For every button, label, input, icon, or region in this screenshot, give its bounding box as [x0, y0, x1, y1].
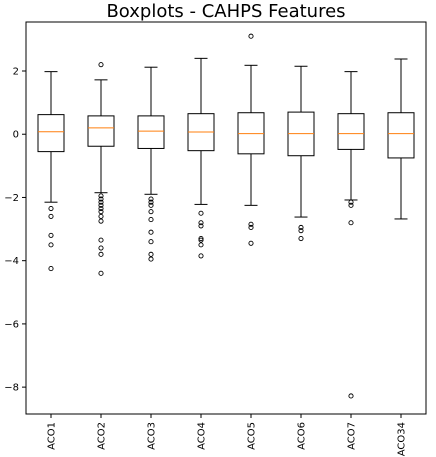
outlier-point [149, 257, 153, 261]
outlier-point [249, 34, 253, 38]
outlier-point [299, 236, 303, 240]
y-tick-label: 2 [13, 67, 19, 78]
outlier-point [149, 240, 153, 244]
x-tick-label: ACO5 [247, 422, 258, 450]
outlier-point [49, 206, 53, 210]
outlier-point [49, 214, 53, 218]
box [38, 115, 64, 152]
outlier-point [349, 394, 353, 398]
chart-title: Boxplots - CAHPS Features [106, 1, 345, 22]
outlier-point [199, 254, 203, 258]
box [88, 116, 114, 146]
outlier-point [99, 63, 103, 67]
outlier-point [99, 238, 103, 242]
x-tick-label: ACO6 [297, 422, 308, 450]
y-tick-label: −2 [4, 193, 19, 204]
outlier-point [249, 241, 253, 245]
x-tick-label: ACO3 [147, 422, 158, 450]
outlier-point [199, 211, 203, 215]
outlier-point [349, 221, 353, 225]
outlier-point [149, 217, 153, 221]
outlier-point [99, 214, 103, 218]
outlier-point [49, 266, 53, 270]
outlier-point [149, 230, 153, 234]
outlier-point [149, 252, 153, 256]
y-tick-label: −6 [4, 319, 19, 330]
x-tick-label: ACO4 [197, 422, 208, 450]
y-tick-label: −4 [4, 256, 19, 267]
outlier-point [149, 210, 153, 214]
outlier-point [99, 246, 103, 250]
x-tick-label: ACO2 [97, 422, 108, 450]
outlier-point [99, 271, 103, 275]
box [138, 116, 164, 149]
y-tick-label: 0 [13, 130, 19, 141]
x-tick-label: ACO34 [397, 422, 408, 456]
outlier-point [99, 219, 103, 223]
outlier-point [49, 243, 53, 247]
plot-frame [26, 22, 426, 414]
box [338, 114, 364, 150]
outlier-point [199, 243, 203, 247]
x-tick-label: ACO7 [347, 422, 358, 450]
outlier-point [99, 252, 103, 256]
box [388, 113, 414, 158]
x-tick-label: ACO1 [47, 422, 58, 450]
y-tick-label: −8 [4, 383, 19, 394]
outlier-point [49, 233, 53, 237]
